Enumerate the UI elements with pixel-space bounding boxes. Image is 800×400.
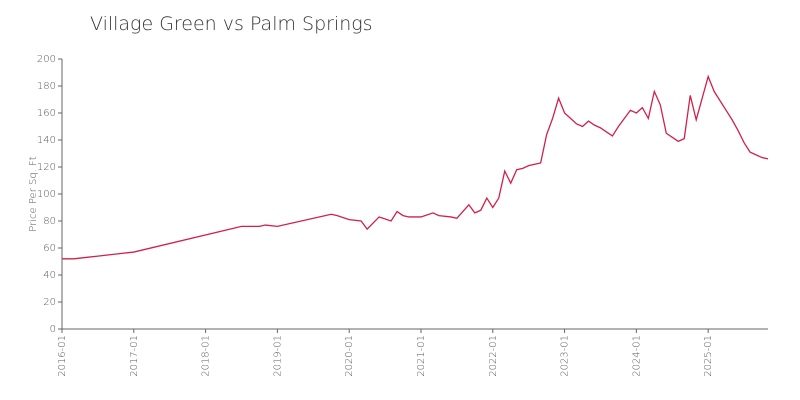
x-tick-label: 2019-01 bbox=[272, 335, 283, 377]
x-tick-label: 2017-01 bbox=[129, 335, 140, 377]
y-tick-label: 20 bbox=[43, 297, 56, 308]
y-tick-label: 160 bbox=[37, 108, 56, 119]
y-tick-label: 120 bbox=[37, 162, 56, 173]
x-tick-label: 2021-01 bbox=[416, 335, 427, 377]
y-tick-label: 80 bbox=[43, 216, 56, 227]
chart-title: Village Green vs Palm Springs bbox=[90, 13, 373, 35]
y-tick-label: 40 bbox=[43, 270, 56, 281]
x-tick-label: 2020-01 bbox=[344, 335, 355, 377]
y-tick-label: 100 bbox=[37, 189, 56, 200]
x-tick-label: 2016-01 bbox=[57, 335, 68, 377]
y-tick-label: 180 bbox=[37, 81, 56, 92]
x-tick-label: 2024-01 bbox=[631, 335, 642, 377]
x-tick-label: 2018-01 bbox=[201, 335, 212, 377]
y-tick-label: 140 bbox=[37, 135, 56, 146]
x-tick-label: 2022-01 bbox=[488, 335, 499, 377]
x-tick-label: 2025-01 bbox=[703, 335, 714, 377]
y-tick-label: 0 bbox=[50, 324, 56, 335]
x-tick-label: 2023-01 bbox=[560, 335, 571, 377]
y-tick-label: 60 bbox=[43, 243, 56, 254]
y-axis-label: Price Per Sq. Ft bbox=[28, 156, 39, 231]
y-tick-label: 200 bbox=[37, 54, 56, 65]
line bbox=[62, 74, 769, 260]
